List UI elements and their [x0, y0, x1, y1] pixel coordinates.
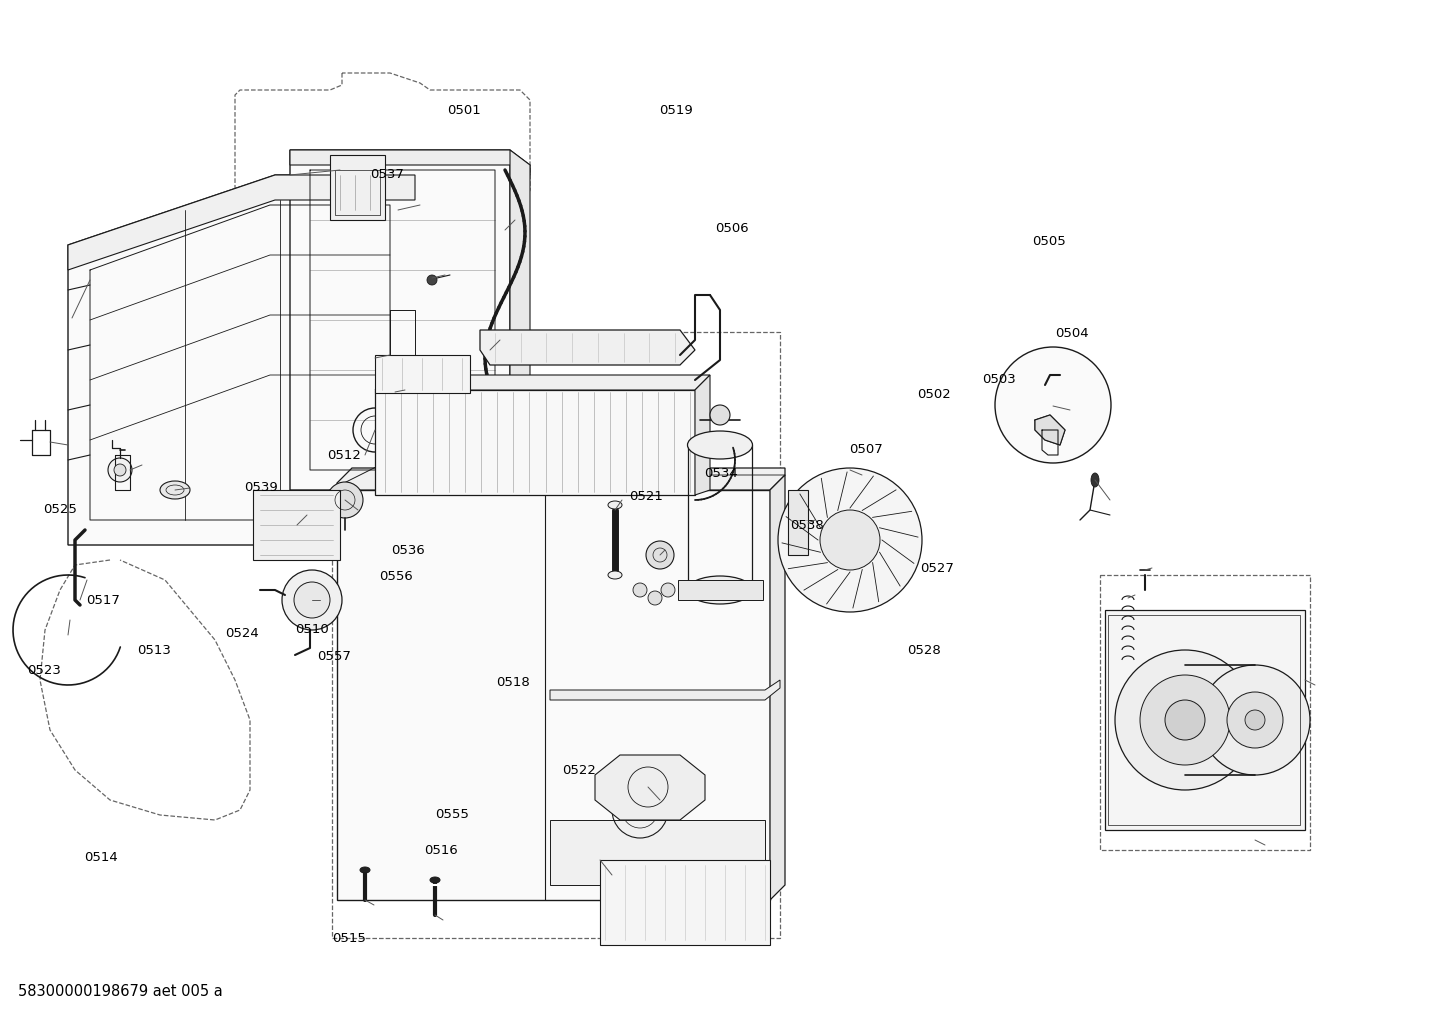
- Circle shape: [327, 482, 363, 518]
- Circle shape: [779, 468, 921, 612]
- Polygon shape: [68, 175, 415, 545]
- Text: 0502: 0502: [917, 388, 950, 400]
- Ellipse shape: [609, 501, 622, 510]
- Text: 0501: 0501: [447, 104, 480, 116]
- Text: 0557: 0557: [317, 650, 350, 662]
- Circle shape: [660, 583, 675, 597]
- Polygon shape: [695, 375, 709, 495]
- Text: 0556: 0556: [379, 571, 412, 583]
- Circle shape: [1200, 665, 1309, 775]
- Text: 0510: 0510: [296, 624, 329, 636]
- Polygon shape: [596, 755, 705, 820]
- Ellipse shape: [360, 867, 371, 873]
- Polygon shape: [510, 150, 531, 490]
- Text: 0516: 0516: [424, 845, 457, 857]
- Text: 0537: 0537: [371, 168, 404, 180]
- Polygon shape: [337, 490, 770, 900]
- Circle shape: [1244, 710, 1265, 730]
- Circle shape: [1165, 700, 1206, 740]
- Circle shape: [294, 582, 330, 618]
- Ellipse shape: [160, 481, 190, 499]
- Polygon shape: [1105, 610, 1305, 830]
- Bar: [330, 155, 385, 220]
- Text: 0515: 0515: [332, 932, 365, 945]
- Text: 0506: 0506: [715, 222, 748, 234]
- Ellipse shape: [609, 571, 622, 579]
- Circle shape: [995, 347, 1110, 463]
- Bar: [1107, 615, 1301, 825]
- Circle shape: [108, 458, 133, 482]
- Text: 0505: 0505: [1032, 235, 1066, 248]
- Text: 0521: 0521: [629, 490, 662, 502]
- Polygon shape: [290, 150, 510, 490]
- Text: 0528: 0528: [907, 644, 940, 656]
- Text: 0525: 0525: [43, 503, 76, 516]
- Text: 0519: 0519: [659, 104, 692, 116]
- Text: 0534: 0534: [704, 468, 737, 480]
- Polygon shape: [549, 680, 780, 700]
- Polygon shape: [337, 468, 784, 490]
- Polygon shape: [252, 490, 340, 560]
- Circle shape: [647, 591, 662, 605]
- Polygon shape: [480, 330, 695, 365]
- Text: 0518: 0518: [496, 677, 529, 689]
- Text: 0513: 0513: [137, 644, 170, 656]
- Circle shape: [820, 510, 880, 570]
- Circle shape: [427, 275, 437, 285]
- Text: 0555: 0555: [435, 808, 469, 820]
- Circle shape: [114, 464, 125, 476]
- Ellipse shape: [688, 576, 753, 604]
- Text: 0504: 0504: [1056, 327, 1089, 339]
- Text: 0523: 0523: [27, 664, 61, 677]
- Ellipse shape: [430, 877, 440, 883]
- Bar: [549, 820, 766, 884]
- Circle shape: [633, 583, 647, 597]
- Text: 0527: 0527: [920, 562, 953, 575]
- Text: 0503: 0503: [982, 373, 1015, 385]
- Text: 0538: 0538: [790, 520, 823, 532]
- Circle shape: [1115, 650, 1255, 790]
- Circle shape: [709, 405, 730, 425]
- Circle shape: [646, 541, 673, 569]
- Circle shape: [1227, 692, 1283, 748]
- Polygon shape: [375, 375, 709, 390]
- Text: 0536: 0536: [391, 544, 424, 556]
- Text: 0524: 0524: [225, 628, 258, 640]
- Bar: [787, 490, 808, 555]
- Polygon shape: [770, 475, 784, 900]
- Circle shape: [1141, 675, 1230, 765]
- Text: 58300000198679 aet 005 a: 58300000198679 aet 005 a: [17, 983, 222, 999]
- Polygon shape: [68, 175, 415, 270]
- Circle shape: [283, 570, 342, 630]
- Text: 0512: 0512: [327, 449, 360, 462]
- Text: 0517: 0517: [87, 594, 120, 606]
- Polygon shape: [290, 150, 531, 175]
- Polygon shape: [375, 390, 695, 495]
- Polygon shape: [1035, 415, 1066, 445]
- Bar: [678, 580, 763, 600]
- Text: 0522: 0522: [562, 764, 596, 776]
- Bar: [600, 860, 770, 945]
- Text: 0514: 0514: [84, 852, 117, 864]
- Bar: [375, 355, 470, 393]
- Ellipse shape: [688, 431, 753, 459]
- Ellipse shape: [1092, 473, 1099, 487]
- Text: 0507: 0507: [849, 443, 883, 455]
- Text: 0539: 0539: [244, 481, 277, 493]
